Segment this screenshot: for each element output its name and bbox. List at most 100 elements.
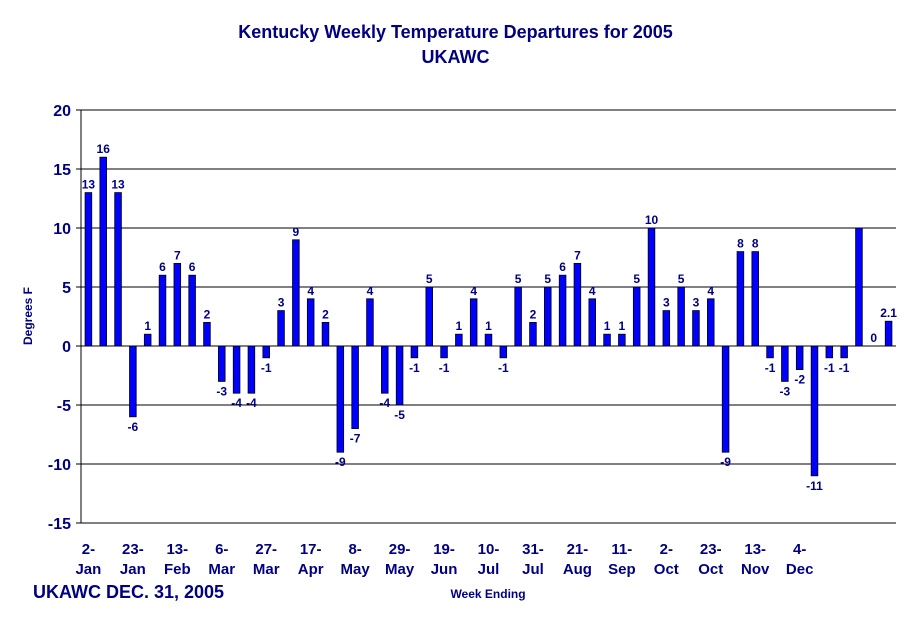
data-label: -1 xyxy=(261,361,272,375)
chart-subtitle: UKAWC xyxy=(421,47,490,67)
bar xyxy=(306,298,315,347)
bar xyxy=(677,286,685,347)
data-label: -3 xyxy=(216,384,227,398)
bar xyxy=(647,227,656,347)
data-label: 2 xyxy=(204,307,211,321)
bar xyxy=(143,333,152,347)
data-label: 4 xyxy=(707,284,714,298)
x-tick-label-month: Oct xyxy=(698,561,723,578)
x-tick-label-day: 13- xyxy=(744,541,766,558)
bar xyxy=(203,321,211,347)
axes xyxy=(76,109,896,524)
y-tick-label: -10 xyxy=(48,457,71,474)
data-label: 3 xyxy=(278,296,285,310)
data-label: 5 xyxy=(515,272,522,286)
bar xyxy=(529,321,537,347)
x-tick-label-day: 10- xyxy=(478,541,500,558)
x-tick-label-month: Oct xyxy=(654,561,679,578)
data-label: -1 xyxy=(839,361,850,375)
data-label: -3 xyxy=(780,384,791,398)
data-label: -6 xyxy=(128,420,139,434)
y-tick-label: 10 xyxy=(53,221,71,238)
tick-labels: 20151050-5-10-152-Jan23-Jan13-Feb6-Mar27… xyxy=(48,103,814,578)
bar xyxy=(603,333,611,347)
data-label: 7 xyxy=(574,248,581,262)
y-tick-label: 0 xyxy=(62,339,71,356)
data-label: 1 xyxy=(456,319,463,333)
bar xyxy=(632,286,641,347)
x-tick-label-day: 31- xyxy=(522,541,544,558)
x-tick-label-day: 29- xyxy=(389,541,411,558)
data-label: -1 xyxy=(498,361,509,375)
data-label: 8 xyxy=(752,237,759,251)
data-label: 10 xyxy=(645,213,659,227)
data-label: 2 xyxy=(322,307,329,321)
data-label: 13 xyxy=(111,178,125,192)
bar xyxy=(469,298,478,347)
bar xyxy=(721,345,730,453)
bar xyxy=(736,251,745,347)
data-label: -4 xyxy=(246,396,257,410)
data-label: 5 xyxy=(633,272,640,286)
data-label: -4 xyxy=(231,396,242,410)
data-label: 5 xyxy=(426,272,433,286)
x-tick-label-day: 2- xyxy=(82,541,95,558)
data-label: 1 xyxy=(144,319,151,333)
bar xyxy=(588,298,596,347)
x-tick-label-day: 23- xyxy=(700,541,722,558)
x-tick-label-day: 13- xyxy=(166,541,188,558)
chart-title: Kentucky Weekly Temperature Departures f… xyxy=(238,22,673,42)
x-tick-label-day: 11- xyxy=(611,541,632,558)
data-label: -5 xyxy=(394,408,405,422)
data-label: 6 xyxy=(189,260,196,274)
x-tick-label-month: Mar xyxy=(253,561,280,578)
x-tick-label-month: Feb xyxy=(164,561,191,578)
x-tick-label-day: 6- xyxy=(215,541,228,558)
y-tick-label: 5 xyxy=(62,280,71,297)
data-label: 6 xyxy=(159,260,166,274)
data-label: -2 xyxy=(794,373,805,387)
bar xyxy=(321,321,330,347)
data-label: -1 xyxy=(409,361,420,375)
data-label: 4 xyxy=(589,284,596,298)
data-label: 5 xyxy=(544,272,551,286)
data-label: 6 xyxy=(559,260,566,274)
y-tick-label: -5 xyxy=(57,398,71,415)
x-tick-label-month: Jan xyxy=(75,561,101,578)
data-label: -1 xyxy=(439,361,450,375)
x-tick-label-month: Jun xyxy=(431,561,458,578)
bar xyxy=(129,345,137,418)
y-tick-label: -15 xyxy=(48,516,71,533)
bar xyxy=(707,298,715,347)
x-tick-label-day: 8- xyxy=(348,541,361,558)
x-tick-label-day: 4- xyxy=(793,541,806,558)
x-tick-label-month: Apr xyxy=(298,561,324,578)
data-label: 1 xyxy=(619,319,626,333)
bar xyxy=(618,333,626,347)
bar xyxy=(795,345,804,371)
data-label: -1 xyxy=(824,361,835,375)
x-tick-label-day: 17- xyxy=(300,541,322,558)
bar xyxy=(366,298,374,347)
bar xyxy=(351,345,359,429)
bar xyxy=(381,345,389,394)
bar xyxy=(277,310,285,347)
data-label: 4 xyxy=(307,284,314,298)
data-label: -7 xyxy=(350,432,361,446)
bar xyxy=(781,345,789,382)
bar xyxy=(188,274,196,347)
data-label: -9 xyxy=(335,455,346,469)
x-axis-label: Week Ending xyxy=(450,587,525,601)
data-label: 2.1 xyxy=(880,306,897,320)
data-label: 13 xyxy=(82,178,96,192)
data-label: 3 xyxy=(663,296,670,310)
bar xyxy=(247,345,256,394)
data-label: -4 xyxy=(379,396,390,410)
bar xyxy=(173,262,182,347)
footer-note: UKAWC DEC. 31, 2005 xyxy=(33,582,225,602)
x-tick-label-month: Jan xyxy=(120,561,146,578)
x-tick-label-month: Dec xyxy=(786,561,814,578)
bar xyxy=(425,286,433,347)
